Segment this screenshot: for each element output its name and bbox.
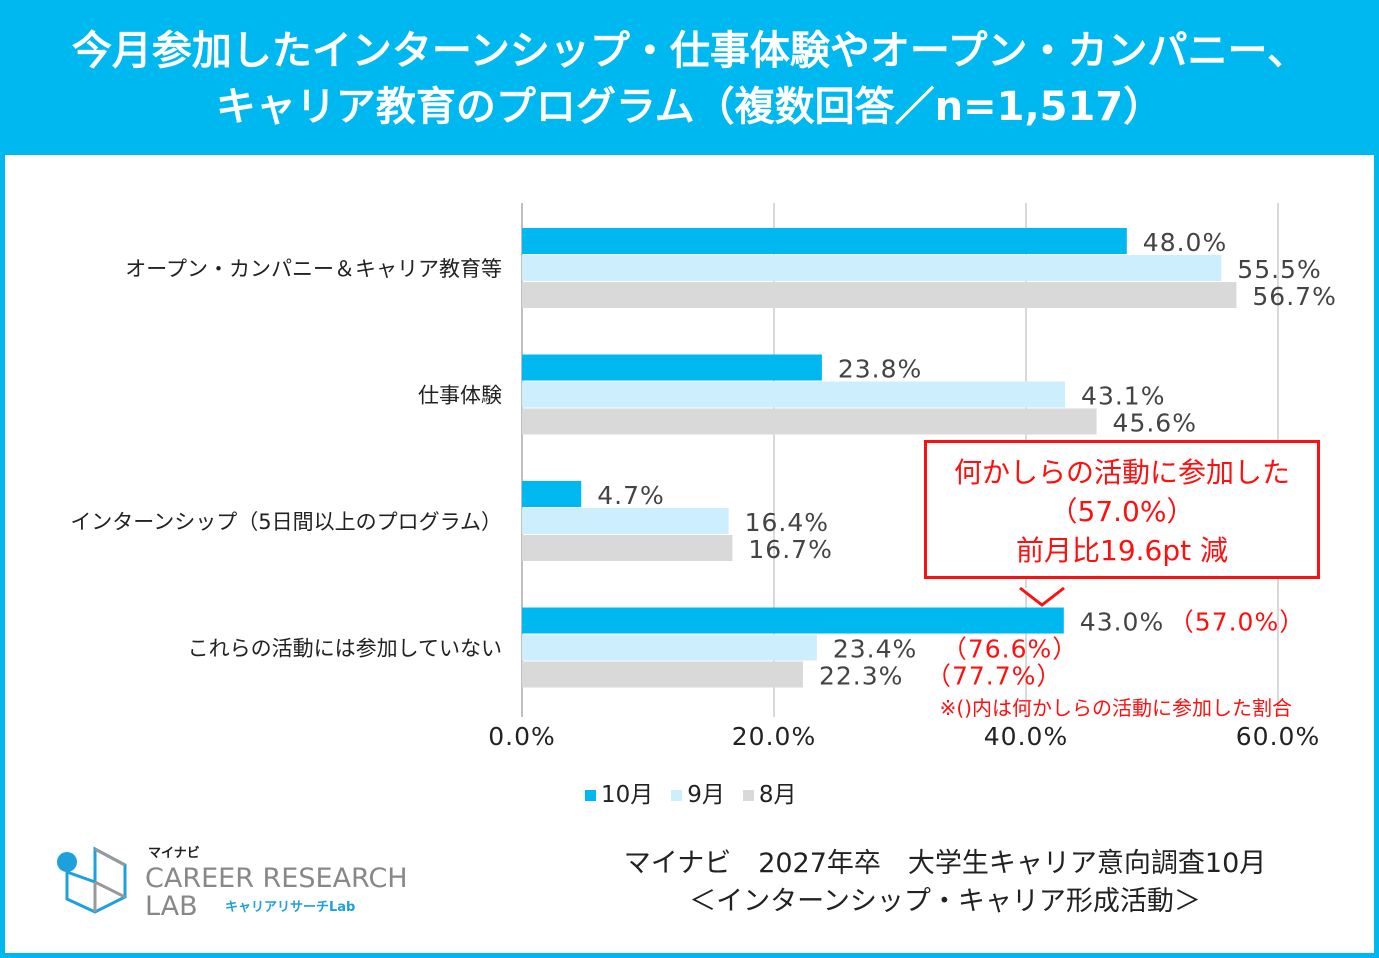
x-tick-label: 20.0% xyxy=(732,722,816,751)
value-label: 16.7% xyxy=(748,535,832,564)
participation-label: （77.7%） xyxy=(926,662,1062,691)
value-label: 48.0% xyxy=(1143,228,1227,257)
x-tick-label: 60.0% xyxy=(1236,722,1320,751)
bar-8月 xyxy=(522,535,733,561)
callout-line-1: 何かしらの活動に参加した xyxy=(953,456,1290,489)
svg-text:キャリアリサーチLab: キャリアリサーチLab xyxy=(225,900,355,915)
value-label: 16.4% xyxy=(745,508,829,537)
value-label: 23.8% xyxy=(838,355,922,384)
value-label: 22.3% xyxy=(819,662,903,691)
bar-chart: 0.0% 20.0% 40.0% 60.0% オープン・カンパニー＆キャリア教育等 48.… xyxy=(70,203,1336,751)
source-caption: マイナビ 2027年卒 大学生キャリア意向調査10月 ＜インターンシップ・キャリ… xyxy=(565,845,1325,921)
legend: 10月 9月 8月 xyxy=(585,775,797,809)
legend-item-sep: 9月 xyxy=(671,775,725,809)
title-banner: 今月参加したインターンシップ・仕事体験やオープン・カンパニー、 キャリア教育のプ… xyxy=(5,5,1374,155)
legend-item-aug: 8月 xyxy=(742,775,797,809)
callout-pointer xyxy=(1019,586,1065,607)
value-label: 4.7% xyxy=(597,481,665,510)
callout-box: 何かしらの活動に参加した （57.0%） 前月比19.6pt 減 xyxy=(924,440,1320,579)
svg-text:LAB: LAB xyxy=(145,891,198,922)
source-line-2: ＜インターンシップ・キャリア形成活動＞ xyxy=(689,886,1201,917)
callout-line-2: （57.0%） xyxy=(1049,495,1195,528)
category-label: 仕事体験 xyxy=(418,384,502,408)
value-label: 23.4% xyxy=(833,635,917,664)
bar-9月 xyxy=(522,255,1222,281)
bar-8月 xyxy=(522,661,803,688)
bar-10月 xyxy=(522,607,1064,634)
value-label: 55.5% xyxy=(1237,255,1321,284)
callout-line-3: 前月比19.6pt 減 xyxy=(1016,534,1228,567)
participation-label: （57.0%） xyxy=(1169,608,1305,637)
source-line-1: マイナビ 2027年卒 大学生キャリア意向調査10月 xyxy=(623,848,1267,879)
bar-10月 xyxy=(522,228,1127,254)
category-label: オープン・カンパニー＆キャリア教育等 xyxy=(125,257,502,281)
category-label: インターンシップ（5日間以上のプログラム） xyxy=(70,510,502,534)
value-label: 43.1% xyxy=(1081,382,1165,411)
x-tick-label: 40.0% xyxy=(984,722,1068,751)
value-label: 43.0% xyxy=(1080,608,1164,637)
svg-text:CAREER RESEARCH: CAREER RESEARCH xyxy=(145,863,408,894)
title-line-2: キャリア教育のプログラム（複数回答／n=1,517） xyxy=(215,84,1164,130)
footnote: ※()内は何かしらの活動に参加した割合 xyxy=(940,696,1292,720)
career-research-lab-logo: マイナビ CAREER RESEARCH LAB キャリアリサーチLab xyxy=(57,845,408,922)
bar-9月 xyxy=(522,381,1066,408)
bar-8月 xyxy=(522,408,1097,435)
value-label: 56.7% xyxy=(1252,282,1336,311)
legend-item-oct: 10月 xyxy=(585,775,653,809)
x-tick-label: 0.0% xyxy=(488,722,556,751)
value-label: 45.6% xyxy=(1113,409,1197,438)
bar-9月 xyxy=(522,634,817,661)
participation-label: （76.6%） xyxy=(942,635,1078,664)
bar-10月 xyxy=(522,481,582,507)
svg-text:マイナビ: マイナビ xyxy=(148,845,200,861)
title-line-1: 今月参加したインターンシップ・仕事体験やオープン・カンパニー、 xyxy=(71,28,1308,74)
bar-9月 xyxy=(522,508,729,534)
bar-8月 xyxy=(522,282,1237,308)
category-label: これらの活動には参加していない xyxy=(188,637,502,661)
bar-10月 xyxy=(522,354,822,381)
